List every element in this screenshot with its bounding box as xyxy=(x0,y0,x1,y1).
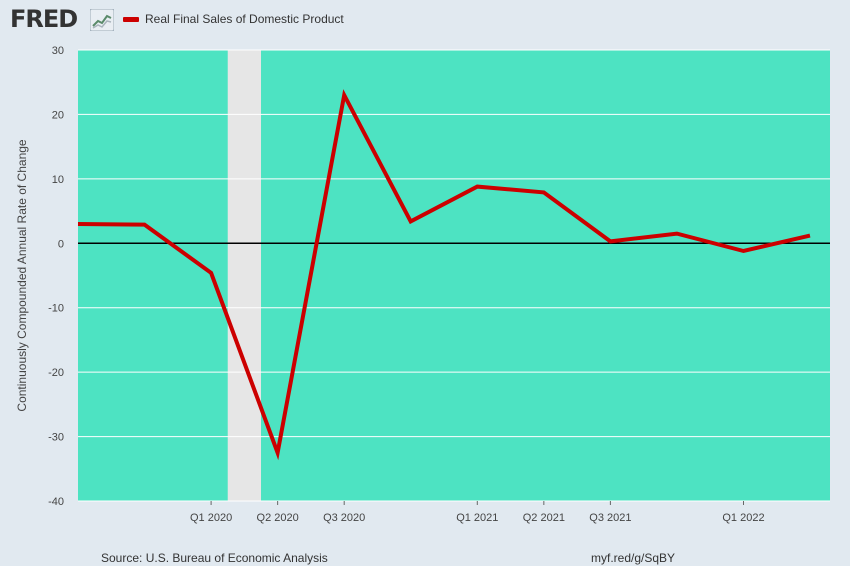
y-tick-label: -20 xyxy=(48,367,64,379)
y-tick-label: -40 xyxy=(48,496,64,508)
legend-label[interactable]: Real Final Sales of Domestic Product xyxy=(145,12,344,26)
x-tick-label: Q2 2021 xyxy=(523,512,565,524)
x-tick-label: Q1 2022 xyxy=(722,512,764,524)
x-tick-label: Q1 2020 xyxy=(190,512,232,524)
data-point xyxy=(143,223,147,227)
fred-logo[interactable]: FRED xyxy=(10,5,78,33)
y-tick-label: 30 xyxy=(52,45,64,57)
legend-swatch xyxy=(123,17,139,22)
data-point xyxy=(808,234,812,238)
recession-shade xyxy=(227,50,262,501)
x-tick-label: Q3 2021 xyxy=(589,512,631,524)
y-tick-label: 10 xyxy=(52,174,64,186)
x-tick-label: Q1 2021 xyxy=(456,512,498,524)
data-point xyxy=(542,190,546,194)
data-point xyxy=(276,451,280,455)
y-tick-label: -10 xyxy=(48,303,64,315)
short-url[interactable]: myf.red/g/SqBY xyxy=(591,551,676,565)
trend-line-icon xyxy=(90,9,114,31)
data-point xyxy=(409,219,413,223)
x-tick-label: Q3 2020 xyxy=(323,512,365,524)
y-tick-label: -30 xyxy=(48,432,64,444)
chart-header: FRED Real Final Sales of Domestic Produc… xyxy=(0,0,850,42)
data-point xyxy=(741,249,745,253)
plot-area xyxy=(78,50,830,501)
data-point xyxy=(342,93,346,97)
data-point xyxy=(76,222,80,226)
y-tick-label: 0 xyxy=(58,238,64,250)
data-point xyxy=(209,271,213,275)
series-line xyxy=(77,89,811,461)
y-tick-label: 20 xyxy=(52,109,64,121)
source-note: Source: U.S. Bureau of Economic Analysis xyxy=(101,551,328,565)
data-point xyxy=(475,185,479,189)
x-tick-label: Q2 2020 xyxy=(257,512,299,524)
y-axis-title: Continuously Compounded Annual Rate of C… xyxy=(15,139,29,412)
data-point xyxy=(675,232,679,236)
data-point xyxy=(608,239,612,243)
